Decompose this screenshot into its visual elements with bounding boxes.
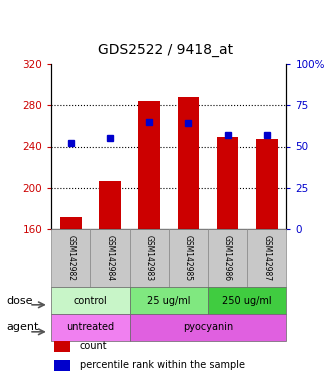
Bar (217, 137, 238, 229)
Text: pyocyanin: pyocyanin (183, 323, 233, 333)
Bar (130, 314, 286, 341)
Bar (169, 229, 208, 287)
Text: GSM142982: GSM142982 (67, 235, 75, 281)
Text: control: control (73, 296, 107, 306)
Bar (54, 341, 70, 352)
Text: GSM142985: GSM142985 (184, 235, 193, 281)
Bar (208, 287, 286, 314)
Bar (99, 180, 121, 229)
Text: dose: dose (6, 296, 33, 306)
Bar (256, 139, 277, 229)
Text: untreated: untreated (67, 323, 115, 333)
Bar (130, 287, 208, 314)
Bar (51, 314, 130, 341)
Text: agent: agent (6, 323, 38, 333)
Bar (208, 229, 247, 287)
Bar (130, 229, 169, 287)
Bar (138, 101, 160, 229)
Bar (51, 229, 90, 287)
Text: count: count (79, 341, 107, 351)
Text: GSM142983: GSM142983 (145, 235, 154, 281)
Text: GSM142987: GSM142987 (262, 235, 271, 281)
Bar (247, 229, 286, 287)
Text: GSM142986: GSM142986 (223, 235, 232, 281)
Text: 25 ug/ml: 25 ug/ml (147, 296, 191, 306)
Bar (54, 360, 70, 371)
Bar (51, 287, 130, 314)
Bar (90, 229, 130, 287)
Text: GDS2522 / 9418_at: GDS2522 / 9418_at (98, 43, 233, 57)
Bar (178, 97, 199, 229)
Text: percentile rank within the sample: percentile rank within the sample (79, 360, 245, 370)
Bar (60, 217, 82, 229)
Text: 250 ug/ml: 250 ug/ml (222, 296, 272, 306)
Text: GSM142984: GSM142984 (106, 235, 115, 281)
